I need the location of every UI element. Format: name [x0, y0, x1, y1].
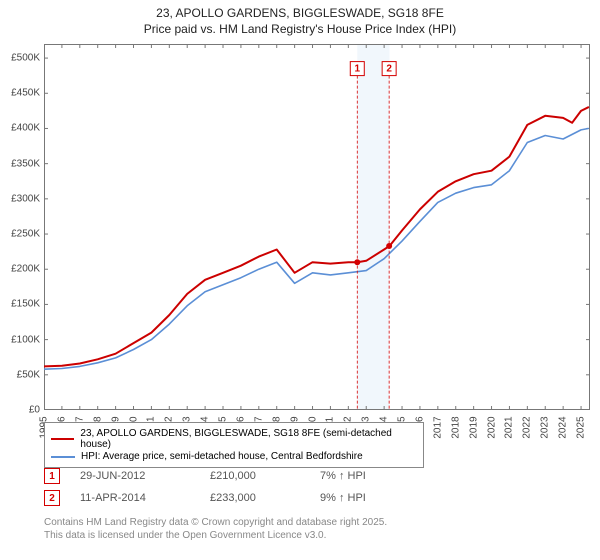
- sale-date: 11-APR-2014: [80, 492, 190, 504]
- svg-text:1: 1: [354, 64, 360, 75]
- x-tick-label: 2023: [540, 416, 551, 438]
- sale-vs-hpi: 9% ↑ HPI: [320, 492, 420, 504]
- y-tick-label: £50K: [17, 369, 40, 380]
- title-line-2: Price paid vs. HM Land Registry's House …: [0, 22, 600, 38]
- x-tick-label: 2024: [558, 416, 569, 438]
- x-tick-label: 2025: [576, 416, 587, 438]
- legend-label: 23, APOLLO GARDENS, BIGGLESWADE, SG18 8F…: [80, 428, 417, 450]
- y-tick-label: £100K: [11, 334, 40, 345]
- y-tick-label: £0: [29, 405, 40, 416]
- sale-marker: 1: [44, 468, 60, 484]
- sale-row: 1 29-JUN-2012 £210,000 7% ↑ HPI: [44, 468, 590, 484]
- legend-swatch: [51, 456, 75, 458]
- title-line-1: 23, APOLLO GARDENS, BIGGLESWADE, SG18 8F…: [0, 6, 600, 22]
- y-tick-label: £400K: [11, 123, 40, 134]
- attribution-line-1: Contains HM Land Registry data © Crown c…: [44, 516, 387, 529]
- chart-container: 23, APOLLO GARDENS, BIGGLESWADE, SG18 8F…: [0, 0, 600, 560]
- chart-title: 23, APOLLO GARDENS, BIGGLESWADE, SG18 8F…: [0, 0, 600, 37]
- x-tick-label: 2021: [504, 416, 515, 438]
- sale-vs-hpi: 7% ↑ HPI: [320, 470, 420, 482]
- x-tick-label: 2018: [450, 416, 461, 438]
- y-tick-label: £150K: [11, 299, 40, 310]
- sale-marker: 2: [44, 490, 60, 506]
- sale-date: 29-JUN-2012: [80, 470, 190, 482]
- y-tick-label: £500K: [11, 53, 40, 64]
- y-tick-label: £450K: [11, 88, 40, 99]
- legend-item: HPI: Average price, semi-detached house,…: [51, 451, 417, 462]
- y-tick-label: £250K: [11, 229, 40, 240]
- svg-text:2: 2: [386, 64, 392, 75]
- x-tick-label: 2020: [486, 416, 497, 438]
- legend-label: HPI: Average price, semi-detached house,…: [81, 451, 363, 462]
- y-tick-label: £350K: [11, 158, 40, 169]
- x-tick-label: 2019: [468, 416, 479, 438]
- legend-item: 23, APOLLO GARDENS, BIGGLESWADE, SG18 8F…: [51, 428, 417, 450]
- y-tick-label: £200K: [11, 264, 40, 275]
- y-axis-labels: £0£50K£100K£150K£200K£250K£300K£350K£400…: [0, 44, 42, 410]
- y-tick-label: £300K: [11, 193, 40, 204]
- sale-price: £210,000: [210, 470, 300, 482]
- legend-swatch: [51, 438, 74, 440]
- sale-price: £233,000: [210, 492, 300, 504]
- legend: 23, APOLLO GARDENS, BIGGLESWADE, SG18 8F…: [44, 422, 424, 468]
- plot-area: 12: [44, 44, 590, 410]
- plot-svg: 12: [44, 44, 590, 410]
- x-tick-label: 2022: [522, 416, 533, 438]
- sales-table: 1 29-JUN-2012 £210,000 7% ↑ HPI 2 11-APR-2014…: [44, 468, 590, 512]
- x-tick-label: 2017: [432, 416, 443, 438]
- attribution: Contains HM Land Registry data © Crown c…: [44, 516, 387, 542]
- sale-row: 2 11-APR-2014 £233,000 9% ↑ HPI: [44, 490, 590, 506]
- attribution-line-2: This data is licensed under the Open Gov…: [44, 529, 387, 542]
